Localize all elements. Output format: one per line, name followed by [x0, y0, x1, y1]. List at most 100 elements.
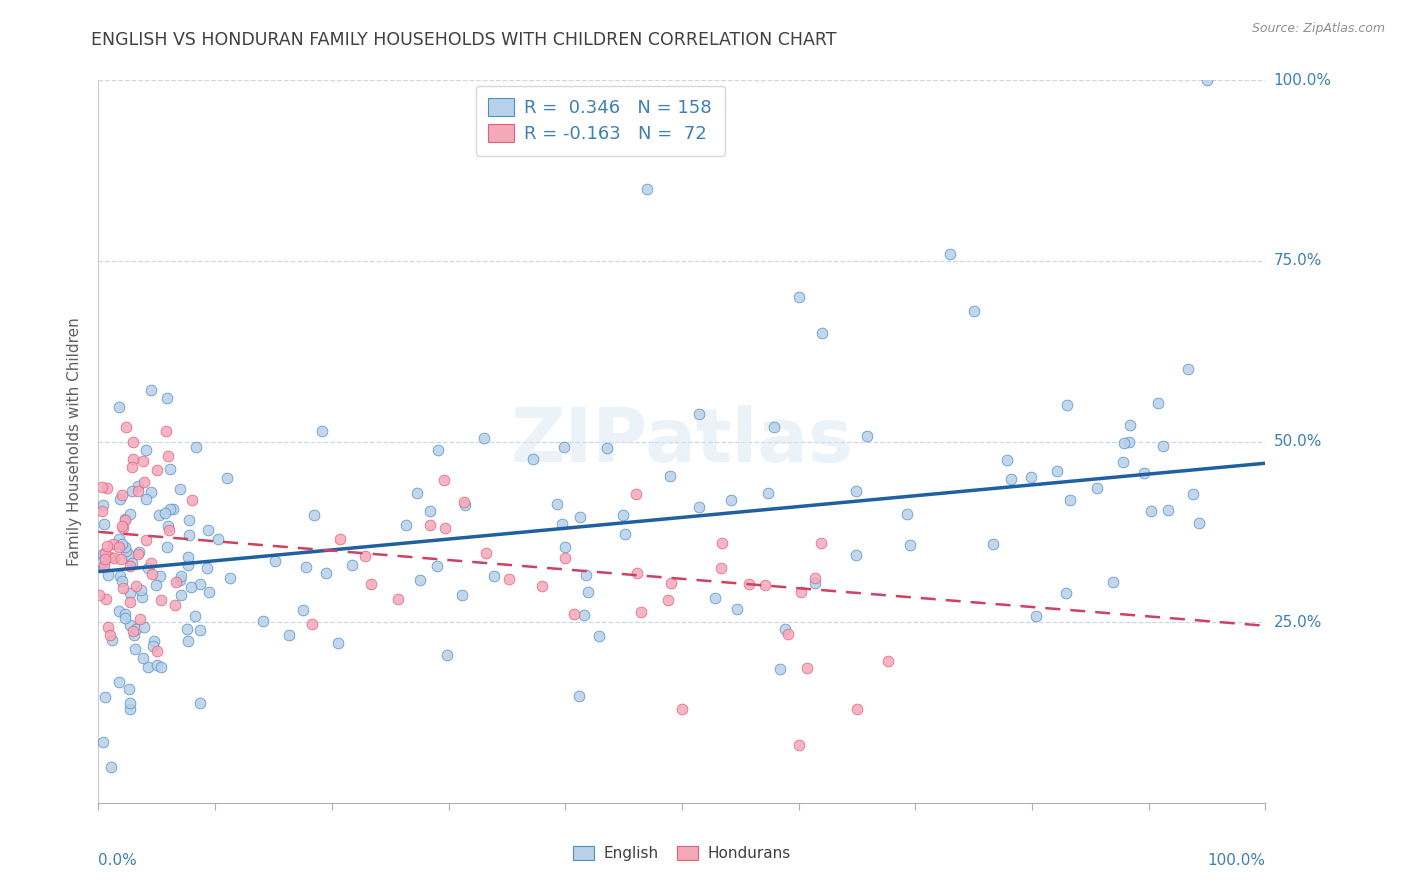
- Point: [114, 541, 136, 555]
- Point: [572, 608, 595, 623]
- Point: [855, 429, 877, 443]
- Point: [93, 546, 115, 560]
- Point: [554, 540, 576, 554]
- Point: [131, 590, 153, 604]
- Point: [596, 441, 619, 455]
- Point: [132, 453, 155, 467]
- Point: [141, 485, 163, 500]
- Point: [720, 492, 742, 507]
- Point: [811, 326, 834, 340]
- Point: [93, 517, 115, 532]
- Point: [1019, 470, 1042, 484]
- Point: [787, 738, 810, 752]
- Point: [1000, 473, 1022, 487]
- Point: [118, 558, 141, 573]
- Point: [626, 487, 648, 501]
- Point: [163, 598, 186, 612]
- Point: [195, 561, 218, 575]
- Point: [188, 577, 211, 591]
- Point: [156, 540, 179, 554]
- Point: [145, 644, 167, 658]
- Point: [124, 628, 146, 642]
- Point: [93, 690, 115, 704]
- Point: [197, 523, 219, 537]
- Point: [156, 518, 179, 533]
- Point: [108, 568, 131, 582]
- Point: [329, 533, 352, 547]
- Point: [114, 610, 136, 624]
- Point: [387, 591, 409, 606]
- Point: [115, 419, 138, 434]
- Point: [657, 592, 679, 607]
- Point: [763, 420, 786, 434]
- Point: [108, 400, 131, 414]
- Point: [132, 620, 155, 634]
- Point: [562, 607, 585, 622]
- Point: [522, 451, 544, 466]
- Point: [111, 521, 134, 535]
- Point: [576, 585, 599, 599]
- Point: [688, 500, 710, 515]
- Point: [111, 581, 134, 595]
- Point: [1085, 481, 1108, 495]
- Point: [433, 474, 456, 488]
- Point: [110, 487, 132, 501]
- Point: [1119, 417, 1142, 432]
- Point: [108, 533, 131, 547]
- Point: [218, 570, 240, 584]
- Point: [124, 642, 146, 657]
- Point: [135, 491, 157, 506]
- Point: [169, 482, 191, 496]
- Point: [125, 579, 148, 593]
- Point: [118, 702, 141, 716]
- Point: [155, 424, 177, 438]
- Point: [738, 577, 761, 591]
- Point: [136, 659, 159, 673]
- Point: [613, 527, 636, 541]
- Point: [436, 648, 458, 663]
- Point: [1157, 503, 1180, 517]
- Point: [127, 547, 149, 561]
- Point: [787, 290, 810, 304]
- Point: [796, 661, 818, 675]
- Point: [845, 484, 868, 499]
- Point: [145, 578, 167, 592]
- Point: [91, 547, 114, 561]
- Point: [148, 508, 170, 523]
- Point: [981, 537, 1004, 551]
- Point: [877, 654, 900, 668]
- Point: [108, 675, 131, 690]
- Point: [128, 545, 150, 559]
- Point: [846, 702, 869, 716]
- Point: [146, 463, 169, 477]
- Point: [292, 603, 315, 617]
- Point: [188, 623, 211, 637]
- Point: [135, 442, 157, 457]
- Point: [554, 550, 576, 565]
- Point: [454, 499, 477, 513]
- Point: [121, 624, 143, 639]
- Point: [688, 408, 710, 422]
- Point: [1112, 454, 1135, 468]
- Point: [626, 566, 648, 580]
- Point: [122, 451, 145, 466]
- Point: [122, 434, 145, 449]
- Point: [170, 569, 193, 583]
- Point: [588, 629, 610, 643]
- Point: [127, 479, 149, 493]
- Point: [141, 639, 163, 653]
- Point: [419, 518, 441, 533]
- Point: [1140, 504, 1163, 518]
- Point: [184, 440, 207, 454]
- Point: [120, 696, 142, 710]
- Point: [498, 572, 520, 586]
- Point: [434, 521, 457, 535]
- Point: [94, 592, 117, 607]
- Text: 25.0%: 25.0%: [1274, 615, 1322, 630]
- Text: 50.0%: 50.0%: [1274, 434, 1322, 449]
- Point: [108, 540, 131, 554]
- Point: [530, 579, 553, 593]
- Point: [217, 470, 239, 484]
- Point: [115, 544, 138, 558]
- Point: [568, 690, 591, 704]
